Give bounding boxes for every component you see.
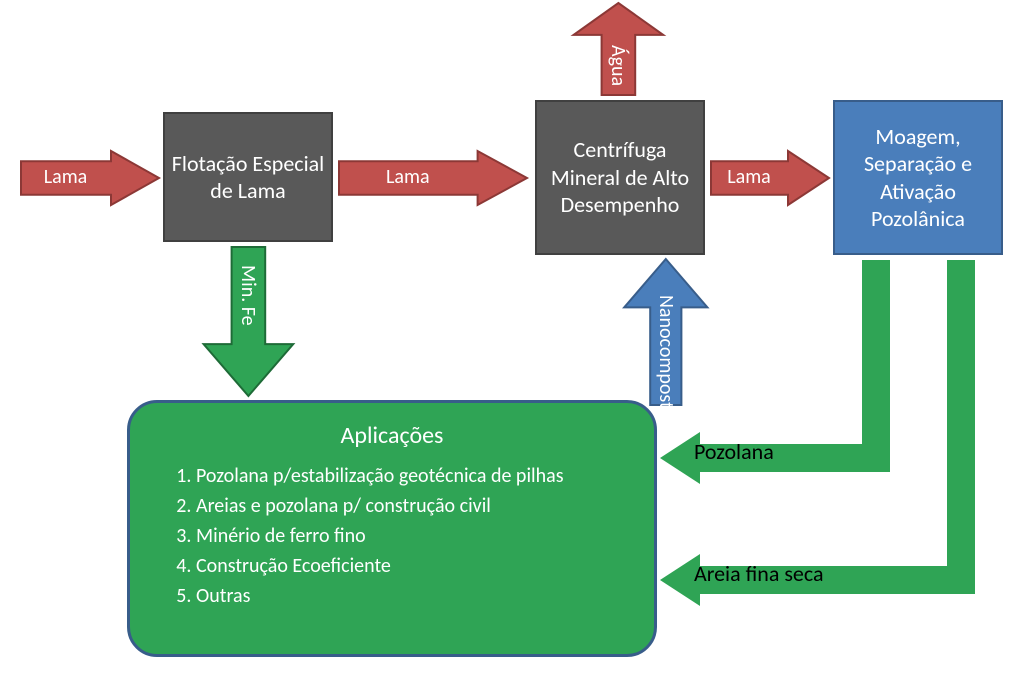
applications-item: Outras — [196, 584, 626, 608]
applications-item: Construção Ecoeficiente — [196, 554, 626, 578]
process-box: Moagem, Separação e Ativação Pozolânica — [833, 100, 1003, 255]
arrow-label: Lama — [338, 161, 478, 195]
applications-title: Aplicações — [158, 421, 626, 450]
arrow-label: Min. Fe — [231, 250, 265, 340]
applications-list: Pozolana p/estabilização geotécnica de p… — [158, 464, 626, 608]
process-box: Centrífuga Mineral de Alto Desempenho — [535, 100, 705, 255]
process-box: Flotação Especial de Lama — [163, 112, 333, 242]
applications-item: Minério de ferro fino — [196, 524, 626, 548]
applications-item: Areias e pozolana p/ construção civil — [196, 494, 626, 518]
arrow-label: Lama — [710, 161, 788, 195]
elbow-label: Areia fina seca — [694, 560, 824, 587]
applications-item: Pozolana p/estabilização geotécnica de p… — [196, 464, 626, 488]
applications-box: Aplicações Pozolana p/estabilização geoté… — [127, 400, 657, 657]
arrow-label: Lama — [20, 161, 111, 195]
arrow-label: Água — [601, 39, 635, 92]
